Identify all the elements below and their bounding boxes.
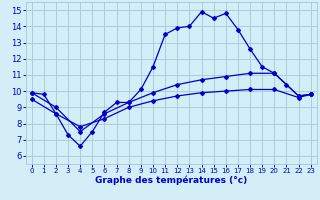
X-axis label: Graphe des températures (°c): Graphe des températures (°c) [95, 176, 247, 185]
